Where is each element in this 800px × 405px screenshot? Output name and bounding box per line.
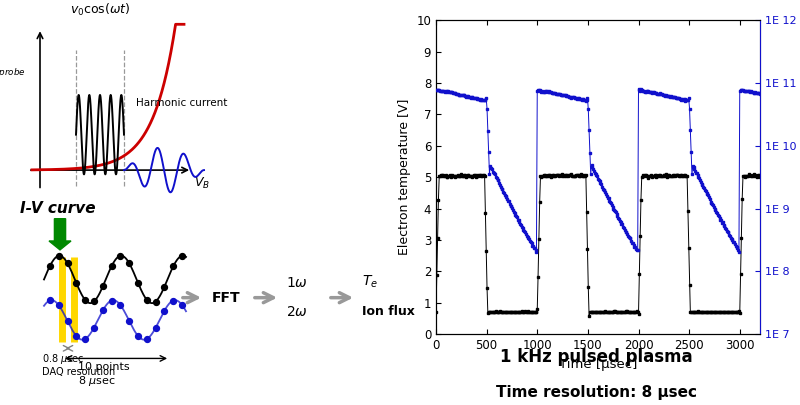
Point <box>96 283 109 290</box>
Point <box>43 262 56 269</box>
Point <box>166 297 179 304</box>
Point <box>114 302 126 308</box>
Text: $V_B$: $V_B$ <box>194 176 210 191</box>
Point <box>122 318 135 324</box>
X-axis label: Time [μsec]: Time [μsec] <box>559 358 637 371</box>
Point <box>88 324 101 331</box>
Point <box>61 260 74 267</box>
Point <box>149 324 162 331</box>
Text: $T_e$: $T_e$ <box>362 274 378 290</box>
Point <box>114 253 126 259</box>
Text: $v_0\cos(\omega t)$: $v_0\cos(\omega t)$ <box>70 2 130 18</box>
Point <box>96 307 109 314</box>
Point <box>176 302 189 308</box>
Point <box>122 260 135 266</box>
Text: Harmonic current: Harmonic current <box>136 98 227 108</box>
Text: $I_{probe}$: $I_{probe}$ <box>0 62 26 79</box>
Y-axis label: Electron temperature [V]: Electron temperature [V] <box>398 99 410 256</box>
Point <box>53 302 65 309</box>
Point <box>105 297 118 304</box>
Point <box>158 307 171 314</box>
Point <box>141 296 154 303</box>
Point <box>158 284 171 290</box>
Point <box>53 253 65 259</box>
Point <box>105 263 118 269</box>
Point <box>166 263 179 270</box>
Point <box>131 279 145 286</box>
Point <box>70 280 83 286</box>
Point <box>131 333 145 339</box>
Point <box>78 297 91 303</box>
Text: 0.8 $\mu$sec
DAQ resolution: 0.8 $\mu$sec DAQ resolution <box>42 352 115 377</box>
Point <box>43 297 56 304</box>
Text: I-V curve: I-V curve <box>20 201 96 216</box>
Text: Ion flux: Ion flux <box>362 305 415 318</box>
Text: $1\omega$: $1\omega$ <box>286 276 308 290</box>
Point <box>70 333 83 339</box>
Point <box>88 298 101 305</box>
Point <box>141 336 154 342</box>
Text: $2\omega$: $2\omega$ <box>286 305 308 319</box>
Point <box>78 336 91 342</box>
Text: 1 kHz pulsed plasma: 1 kHz pulsed plasma <box>500 348 692 366</box>
Text: 10 points
8 $\mu$sec: 10 points 8 $\mu$sec <box>78 362 130 388</box>
Point <box>61 318 74 324</box>
FancyArrow shape <box>49 219 71 250</box>
Point <box>176 253 189 259</box>
Point <box>149 298 162 305</box>
Text: FFT: FFT <box>212 291 241 305</box>
Text: Time resolution: 8 μsec: Time resolution: 8 μsec <box>495 385 697 400</box>
